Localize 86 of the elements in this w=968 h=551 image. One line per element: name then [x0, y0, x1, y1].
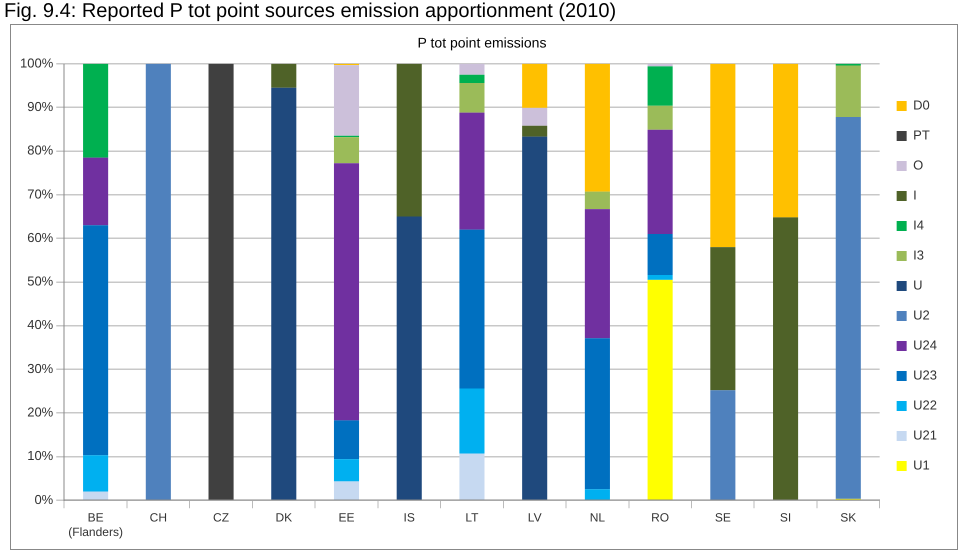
bar — [459, 388, 484, 454]
legend-label: I3 — [913, 248, 924, 263]
bar — [710, 64, 736, 248]
bar — [459, 230, 484, 388]
bar — [836, 66, 861, 118]
bar — [459, 454, 484, 500]
bar — [584, 192, 610, 210]
y-tick-label: 40% — [27, 317, 54, 332]
bar — [648, 66, 673, 106]
bar — [648, 106, 673, 130]
legend-label: PT — [913, 128, 930, 143]
x-tick-label: DK — [275, 510, 292, 525]
bar — [584, 338, 610, 490]
legend-label: D0 — [913, 98, 930, 113]
bar — [522, 136, 548, 500]
bar — [334, 420, 360, 460]
legend-label: O — [913, 158, 924, 173]
bar — [334, 163, 360, 420]
x-tick-label: SE — [714, 510, 731, 525]
x-tick-label: EE — [338, 510, 355, 525]
legend-label: U — [913, 278, 923, 293]
bar — [83, 225, 108, 456]
bar — [334, 481, 360, 500]
bar — [208, 64, 234, 500]
x-tick-label: BE (Flanders) — [68, 510, 123, 540]
bar — [584, 64, 610, 192]
bar — [522, 108, 548, 126]
bar — [83, 455, 108, 492]
legend-label: U22 — [913, 398, 938, 413]
bar — [836, 117, 861, 499]
bar — [459, 74, 484, 83]
x-tick-label: LT — [465, 510, 480, 525]
x-tick-label: SI — [780, 510, 792, 525]
bar — [648, 130, 673, 234]
x-tick-label: SK — [840, 510, 856, 525]
chart-subtitle: P tot point emissions — [418, 34, 546, 50]
y-tick-label: 30% — [27, 360, 54, 376]
bar — [396, 216, 422, 500]
legend-label: U23 — [913, 368, 938, 383]
y-tick-label: 80% — [27, 142, 54, 158]
chart-title: Fig. 9.4: Reported P tot point sources emission apportionment (2010) — [3, 0, 618, 22]
x-tick-label: IS — [404, 510, 415, 525]
bar — [522, 126, 548, 137]
bar — [773, 217, 798, 500]
legend-label: U1 — [913, 458, 930, 473]
bar — [648, 280, 673, 500]
bar — [334, 459, 360, 482]
y-tick-label: 100% — [20, 55, 54, 70]
y-tick-label: 50% — [27, 274, 54, 289]
bar — [271, 64, 296, 88]
x-tick-label: CH — [150, 510, 168, 525]
y-tick-label: 0% — [34, 492, 54, 507]
bar — [584, 489, 610, 500]
bar — [83, 158, 108, 226]
legend-label: U2 — [913, 308, 930, 323]
bar — [459, 64, 484, 75]
bar — [459, 83, 484, 113]
y-tick-label: 70% — [27, 186, 54, 202]
bar — [83, 64, 108, 158]
y-tick-label: 10% — [27, 448, 54, 464]
x-tick-label: NL — [590, 510, 606, 525]
bar — [584, 209, 610, 338]
bar — [271, 88, 296, 500]
legend-label: U24 — [913, 338, 938, 353]
legend-label: I — [913, 188, 917, 203]
bar — [648, 275, 673, 280]
legend-label: I4 — [913, 218, 924, 233]
bar — [334, 65, 360, 136]
bar — [648, 234, 673, 276]
bar — [83, 491, 108, 500]
bar — [710, 247, 736, 390]
y-tick-label: 90% — [27, 99, 54, 114]
bar — [459, 112, 484, 230]
bar — [773, 64, 798, 218]
bar — [522, 64, 548, 108]
x-tick-label: RO — [651, 510, 670, 525]
y-tick-label: 60% — [27, 230, 54, 245]
y-tick-label: 20% — [27, 404, 54, 420]
bar — [146, 64, 171, 500]
bar — [334, 137, 360, 164]
bar — [648, 64, 673, 66]
legend-label: U21 — [913, 428, 938, 443]
bar — [396, 64, 422, 217]
x-tick-label: LV — [528, 510, 542, 525]
x-tick-label: CZ — [213, 510, 230, 525]
bar — [710, 390, 736, 500]
